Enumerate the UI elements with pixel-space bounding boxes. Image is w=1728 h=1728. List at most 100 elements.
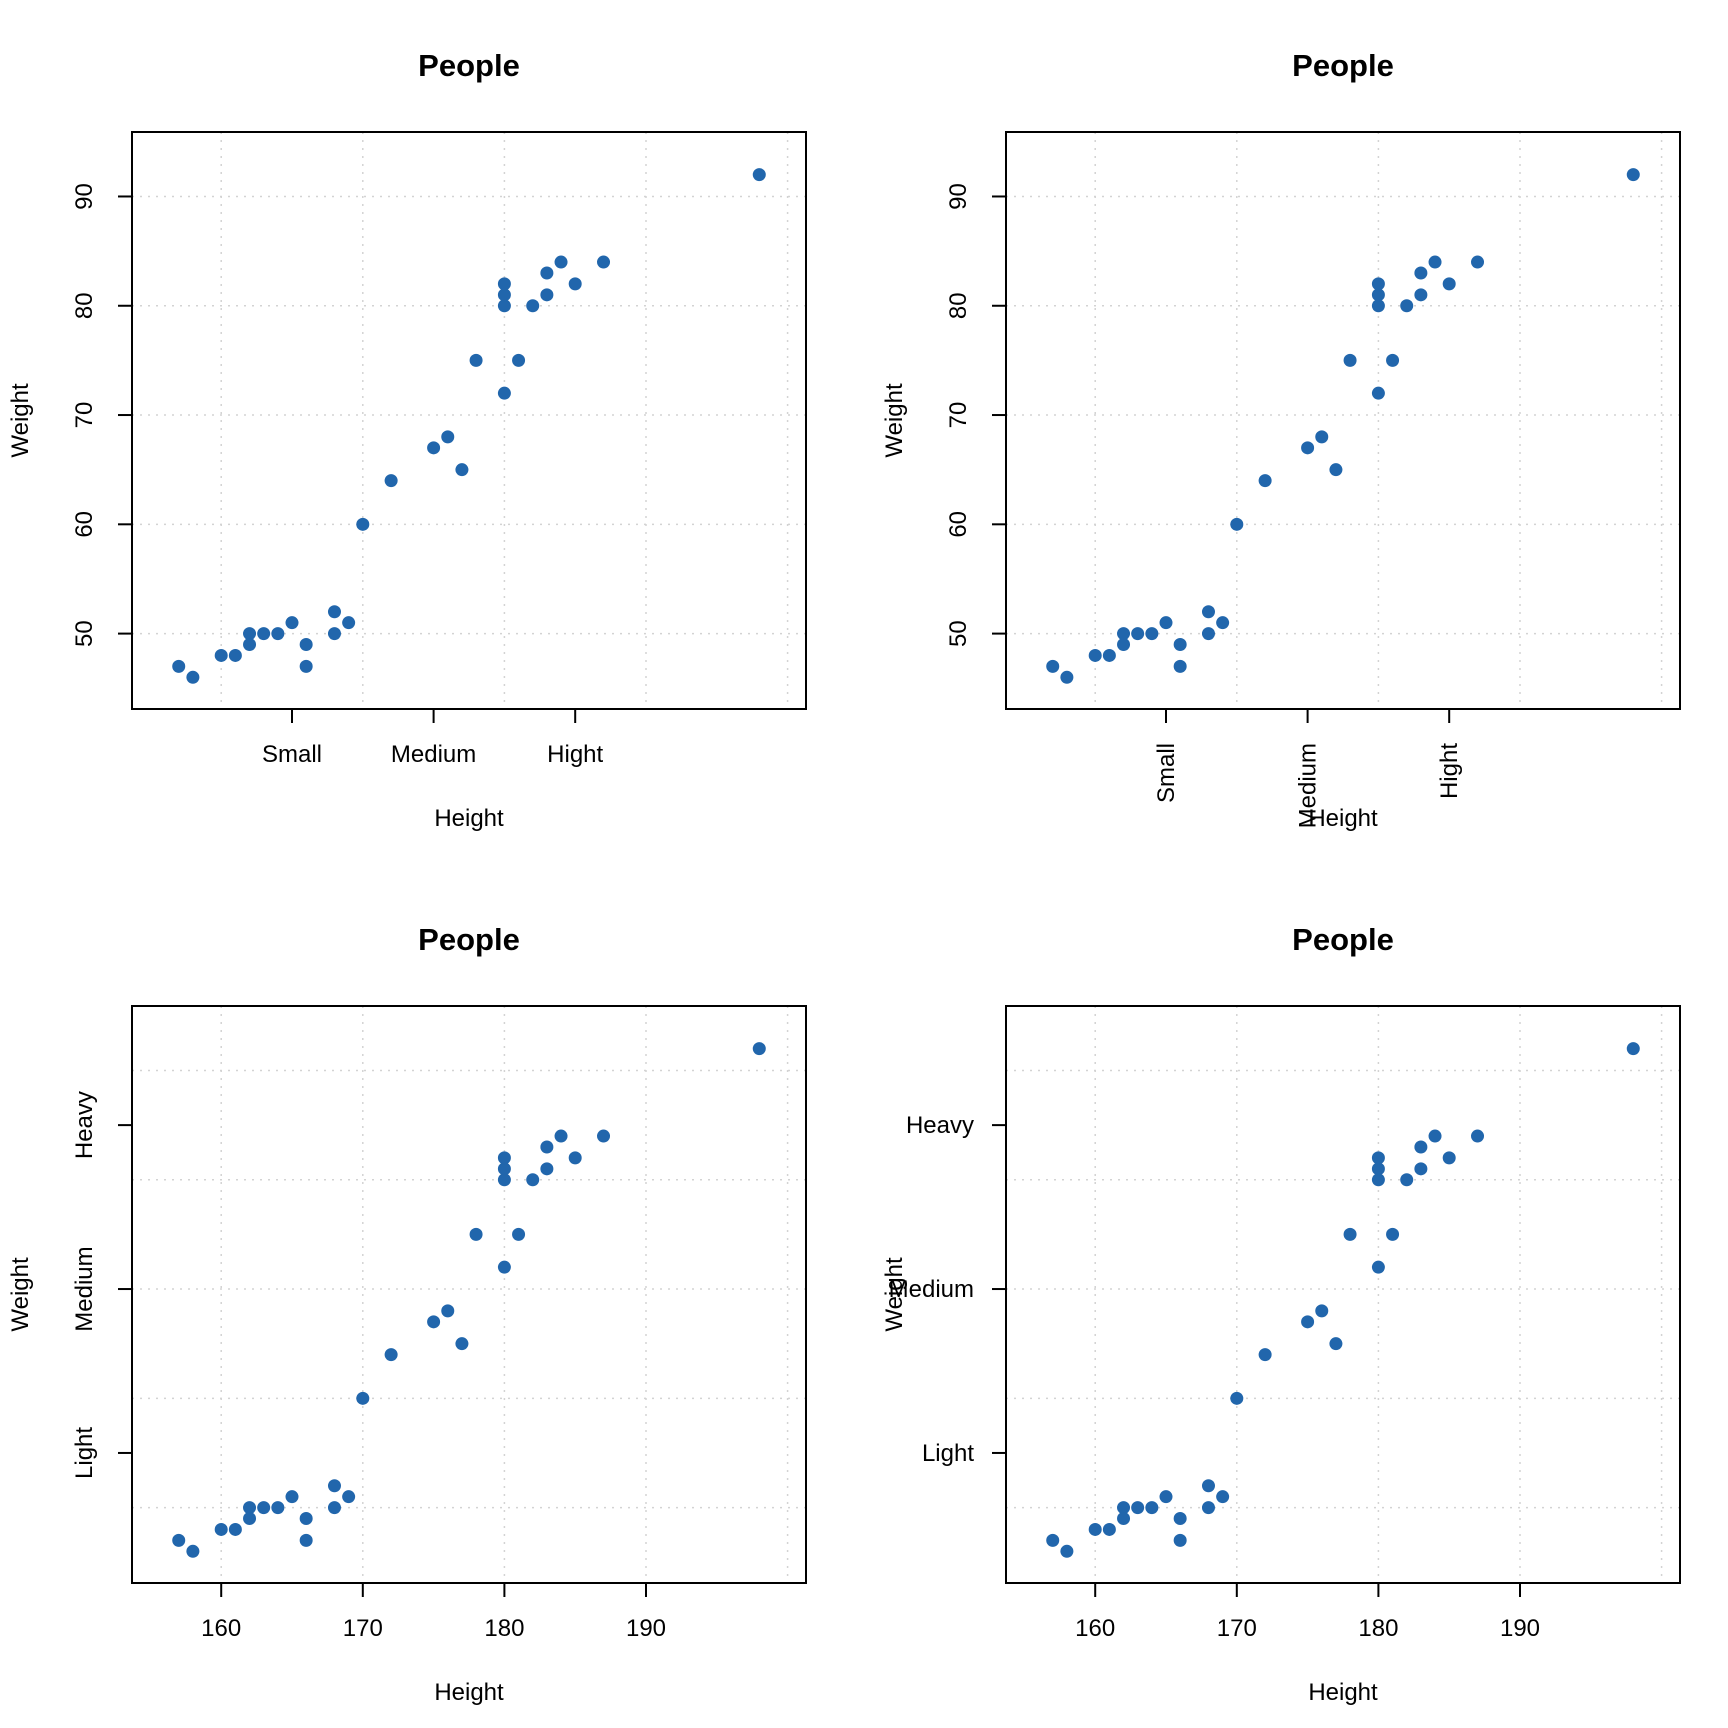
- data-point: [1201, 1501, 1215, 1515]
- data-point: [1400, 299, 1414, 313]
- chart-title: People: [1292, 48, 1394, 83]
- data-point: [1343, 353, 1357, 367]
- data-point: [1414, 1162, 1428, 1176]
- data-point: [299, 1533, 313, 1547]
- data-point: [512, 1227, 526, 1241]
- x-tick-label: 180: [1358, 1615, 1398, 1642]
- plot-frame: [1005, 131, 1681, 710]
- data-point: [384, 1348, 398, 1362]
- data-point: [540, 1140, 554, 1154]
- data-point: [327, 1501, 341, 1515]
- data-point: [1301, 441, 1315, 455]
- data-point: [1060, 670, 1074, 684]
- data-point: [228, 1522, 242, 1536]
- x-tick-label: 190: [1500, 1615, 1540, 1642]
- data-point: [356, 517, 370, 531]
- data-point: [1471, 1129, 1485, 1143]
- data-point: [285, 1490, 299, 1504]
- data-point: [568, 1151, 582, 1165]
- data-point: [1301, 1315, 1315, 1329]
- data-point: [427, 1315, 441, 1329]
- data-point: [526, 1173, 540, 1187]
- data-point: [441, 1304, 455, 1318]
- scatter-panel-3: People 160 170 180 190 Light Medium Heavy Height…: [7, 922, 807, 1706]
- x-tick-label: 180: [484, 1615, 524, 1642]
- data-point: [1329, 1337, 1343, 1351]
- data-point: [455, 463, 469, 477]
- data-point: [214, 648, 228, 662]
- x-tick-label: 160: [201, 1615, 241, 1642]
- data-point: [752, 1042, 766, 1056]
- x-tick-label: 170: [343, 1615, 383, 1642]
- data-point: [1131, 627, 1145, 641]
- y-tick-label: Heavy: [71, 1091, 98, 1159]
- data-point: [1216, 1490, 1230, 1504]
- data-point: [497, 1260, 511, 1274]
- data-point: [1117, 1512, 1131, 1526]
- data-point: [172, 659, 186, 673]
- data-point: [1442, 277, 1456, 291]
- data-point: [1315, 1304, 1329, 1318]
- x-tick-label: 160: [1075, 1615, 1115, 1642]
- data-point: [299, 1512, 313, 1526]
- data-point: [1258, 474, 1272, 488]
- data-point: [469, 1227, 483, 1241]
- data-point: [1102, 648, 1116, 662]
- data-point: [1046, 1533, 1060, 1547]
- data-point: [243, 1501, 257, 1515]
- y-tick-label: Heavy: [906, 1112, 974, 1139]
- scatter-panel-1: People Small Medium Hight 50 60 70 80 90 Height We…: [7, 48, 807, 832]
- x-tick-label: Medium: [391, 741, 476, 768]
- data-point: [1371, 299, 1385, 313]
- x-tick-label: 190: [626, 1615, 666, 1642]
- data-point: [752, 168, 766, 182]
- data-point: [469, 353, 483, 367]
- data-point: [497, 288, 511, 302]
- data-point: [597, 1129, 611, 1143]
- data-point: [497, 1162, 511, 1176]
- data-point: [1371, 1162, 1385, 1176]
- data-point: [327, 627, 341, 641]
- data-point: [228, 648, 242, 662]
- y-tick-label: Medium: [889, 1276, 974, 1303]
- data-point: [1173, 1512, 1187, 1526]
- y-axis-label: Weight: [881, 383, 908, 458]
- data-point: [1371, 1260, 1385, 1274]
- y-tick-label: 80: [71, 292, 98, 319]
- data-point: [1386, 1227, 1400, 1241]
- data-point: [526, 299, 540, 313]
- data-point: [257, 1501, 271, 1515]
- data-point: [1159, 1490, 1173, 1504]
- data-point: [1626, 168, 1640, 182]
- data-point: [1428, 255, 1442, 269]
- data-point: [243, 627, 257, 641]
- x-axis-label: Height: [434, 805, 504, 832]
- data-point: [497, 386, 511, 400]
- data-point: [327, 1479, 341, 1493]
- data-point: [243, 638, 257, 652]
- x-tick-label: 170: [1217, 1615, 1257, 1642]
- data-point: [1046, 659, 1060, 673]
- data-point: [497, 299, 511, 313]
- data-point: [554, 1129, 568, 1143]
- data-point: [299, 638, 313, 652]
- data-point: [1201, 1479, 1215, 1493]
- data-point: [540, 288, 554, 302]
- y-axis-label: Weight: [7, 383, 34, 458]
- y-tick-label: 50: [71, 620, 98, 647]
- data-point: [1230, 1391, 1244, 1405]
- data-point: [271, 627, 285, 641]
- data-point: [1626, 1042, 1640, 1056]
- data-point: [1060, 1544, 1074, 1558]
- y-tick-label: 60: [71, 511, 98, 538]
- data-point: [1159, 616, 1173, 630]
- data-point: [1173, 659, 1187, 673]
- y-tick-label: Light: [71, 1427, 98, 1479]
- data-point: [1131, 1501, 1145, 1515]
- data-point: [1315, 430, 1329, 444]
- x-axis-label: Height: [1308, 805, 1378, 832]
- y-tick-label: Light: [922, 1440, 974, 1467]
- data-point: [1343, 1227, 1357, 1241]
- y-tick-label: 70: [71, 402, 98, 429]
- chart-title: People: [418, 922, 520, 957]
